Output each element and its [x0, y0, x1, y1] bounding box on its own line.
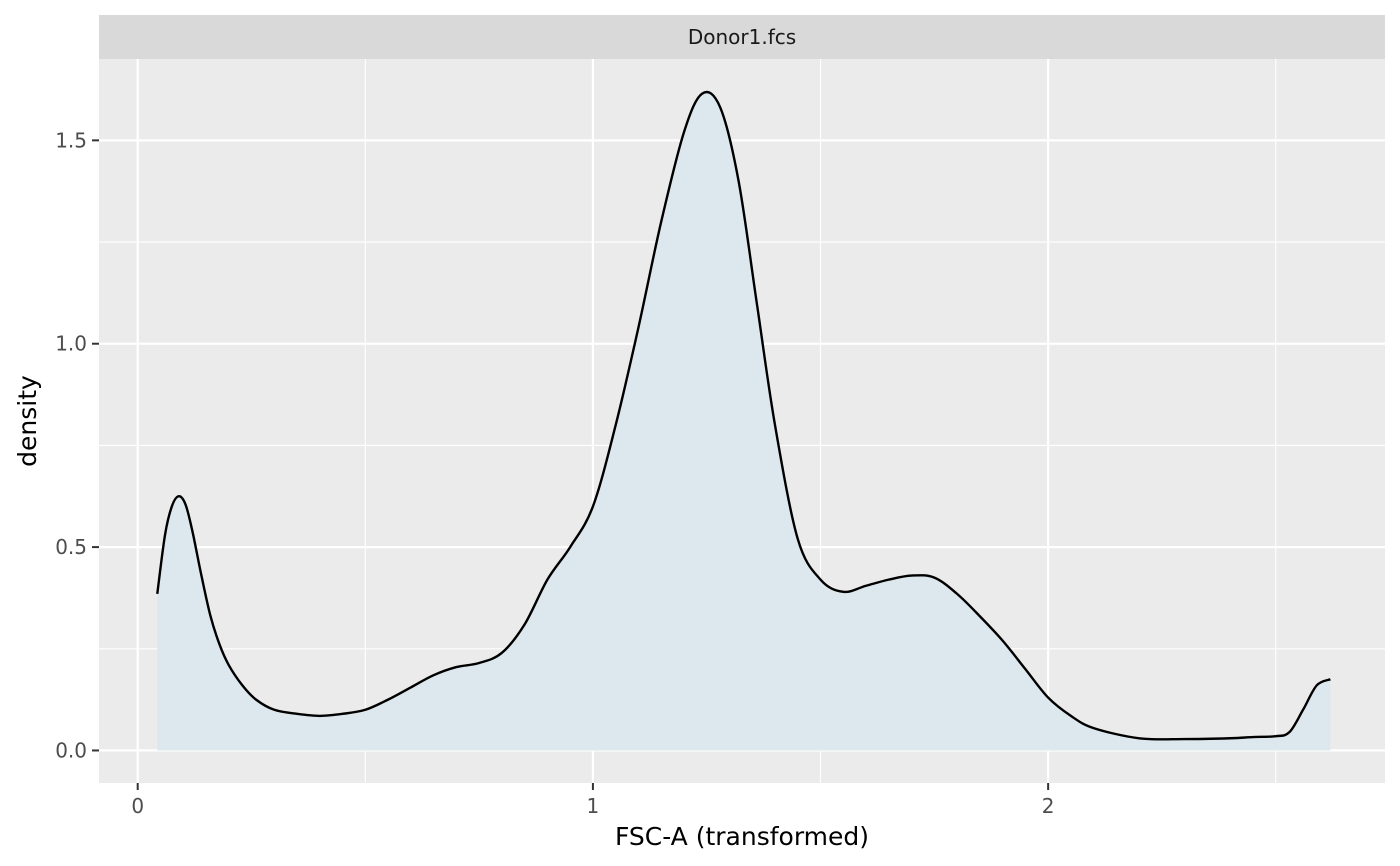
y-axis: 0.0 0.5 1.0 1.5 — [55, 128, 99, 762]
x-axis: 0 1 2 — [131, 783, 1055, 818]
density-line — [156, 90, 1331, 741]
y-tick-label: 1.0 — [55, 332, 87, 356]
y-tick-label: 0.5 — [55, 535, 87, 559]
y-tick-label: 0.0 — [55, 738, 87, 762]
facet-strip — [99, 15, 1385, 59]
y-tick-label: 1.5 — [55, 128, 87, 152]
x-axis-title: FSC-A (transformed) — [615, 822, 869, 851]
density-area — [157, 92, 1331, 751]
x-tick-label: 2 — [1042, 794, 1055, 818]
x-tick-label: 0 — [131, 794, 144, 818]
x-tick-label: 1 — [587, 794, 600, 818]
facet-label: Donor1.fcs — [688, 25, 796, 49]
y-axis-title: density — [13, 375, 42, 467]
